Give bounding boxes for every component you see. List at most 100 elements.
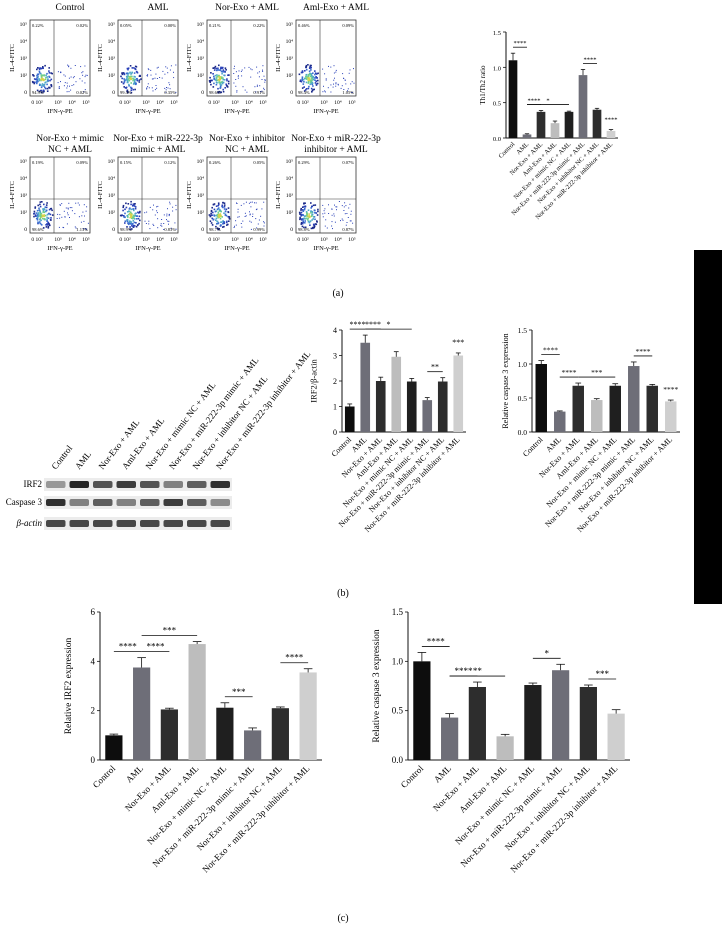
event-dot xyxy=(330,91,332,93)
significance-label: **** xyxy=(528,97,541,104)
wb-band xyxy=(46,520,66,527)
event-dot xyxy=(254,202,255,204)
event-dot xyxy=(311,205,313,208)
event-dot xyxy=(305,64,308,67)
event-dot xyxy=(132,77,134,80)
event-dot xyxy=(212,218,215,221)
event-dot xyxy=(305,81,308,84)
event-dot xyxy=(43,203,45,206)
event-dot xyxy=(311,219,313,221)
flow-y-tick: 10² xyxy=(108,210,116,216)
event-dot xyxy=(124,79,126,82)
flow-x-tick: 10³ xyxy=(54,237,62,243)
event-dot xyxy=(217,78,220,81)
event-dot xyxy=(42,208,44,210)
event-dot xyxy=(157,205,159,207)
wb-band xyxy=(210,520,230,527)
wb-band xyxy=(69,499,89,506)
event-dot xyxy=(213,75,215,78)
event-dot xyxy=(345,224,347,226)
event-dot xyxy=(343,77,345,79)
event-dot xyxy=(216,208,219,210)
event-dot xyxy=(146,87,148,89)
event-dot xyxy=(40,72,42,75)
wb-strip xyxy=(44,478,232,491)
event-dot xyxy=(309,73,311,76)
event-dot xyxy=(221,221,223,223)
wb-lane-label: AML xyxy=(73,449,93,471)
event-dot xyxy=(139,210,141,213)
flow-x-tick: 10⁵ xyxy=(348,100,356,106)
flow-y-tick: 10⁴ xyxy=(108,176,116,182)
event-dot xyxy=(216,220,219,223)
event-dot xyxy=(160,224,162,226)
flow-x-tick: 10³ xyxy=(320,237,328,243)
event-dot xyxy=(169,201,171,203)
flow-x-label: IFN-γ-PE xyxy=(224,245,249,252)
event-dot xyxy=(217,202,220,204)
event-dot xyxy=(156,212,158,214)
event-dot xyxy=(154,214,156,216)
flow-plot: Aml-Exo + AML 0.46% 0.09% 98.4% 1.05% IL-4-FI… xyxy=(275,3,369,115)
category-label: Control xyxy=(399,763,426,790)
flow-plot-title: Aml-Exo + AML xyxy=(303,3,369,13)
event-dot xyxy=(126,218,129,221)
event-dot xyxy=(38,79,40,81)
significance-label: **** xyxy=(119,642,138,652)
event-dot xyxy=(66,87,68,89)
event-dot xyxy=(301,70,304,72)
event-dot xyxy=(313,216,315,218)
category-label: Control xyxy=(497,141,516,160)
event-dot xyxy=(64,75,66,77)
event-dot xyxy=(255,218,257,220)
event-dot xyxy=(134,203,136,205)
event-dot xyxy=(121,77,123,80)
event-dot xyxy=(136,71,139,74)
event-dot xyxy=(227,207,230,209)
event-dot xyxy=(47,78,49,80)
event-dot xyxy=(46,220,48,222)
event-dot xyxy=(215,217,218,220)
y-axis-label: Th1/Th2 ratio xyxy=(479,65,487,105)
y-tick-label: 2 xyxy=(91,706,96,716)
event-dot xyxy=(43,85,45,87)
event-dot xyxy=(310,79,312,81)
event-dot xyxy=(38,68,41,70)
event-dot xyxy=(58,88,60,89)
event-dot xyxy=(314,72,317,74)
event-dot xyxy=(221,216,223,218)
event-dot xyxy=(301,71,304,73)
event-dot xyxy=(338,201,340,202)
event-dot xyxy=(322,216,324,218)
event-dot xyxy=(37,212,39,215)
event-dot xyxy=(46,202,48,204)
event-dot xyxy=(316,220,318,222)
event-dot xyxy=(156,87,158,89)
event-dot xyxy=(165,89,167,91)
event-dot xyxy=(235,224,237,226)
flow-x-tick: 0 10² xyxy=(31,100,43,106)
event-dot xyxy=(38,71,41,74)
event-dot xyxy=(42,84,45,86)
event-dot xyxy=(59,204,61,206)
event-dot xyxy=(310,75,313,78)
event-dot xyxy=(220,67,222,70)
event-dot xyxy=(46,90,49,92)
event-dot xyxy=(309,224,311,226)
event-dot xyxy=(133,72,136,74)
flow-plot-title: Nor-Exo + mimic xyxy=(36,134,103,144)
event-dot xyxy=(132,214,135,217)
quadrant-label: 1.13% xyxy=(76,227,88,232)
event-dot xyxy=(152,223,154,225)
event-dot xyxy=(250,68,252,70)
event-dot xyxy=(130,82,132,84)
flow-x-tick: 10⁵ xyxy=(348,237,356,243)
bar xyxy=(360,342,371,432)
event-dot xyxy=(214,210,217,213)
event-dot xyxy=(303,208,306,211)
event-dot xyxy=(311,76,314,79)
event-dot xyxy=(311,83,314,86)
significance-label: *** xyxy=(232,687,246,697)
event-dot xyxy=(264,79,266,81)
